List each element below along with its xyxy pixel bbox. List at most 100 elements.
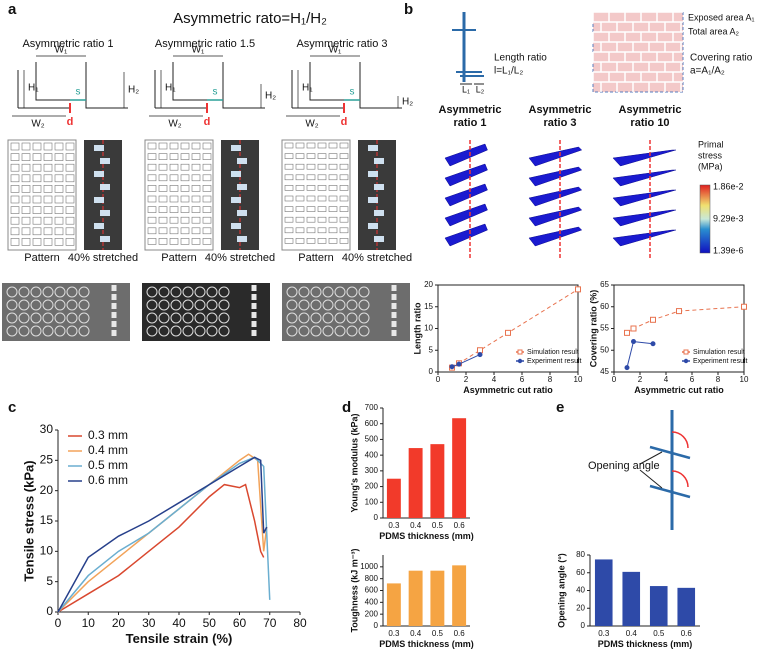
pattern-cell [21,227,31,236]
colorbar-title: Primal [698,139,724,149]
y-tick-label: 20 [40,483,54,497]
tab [231,223,241,229]
pattern-cell [169,153,179,160]
pattern-cell [147,216,157,224]
tab [100,158,110,164]
dim-label: H₂ [402,97,413,108]
pattern-cell [65,206,75,214]
ratio-label: Asymmetric [619,104,682,116]
pattern-cell [43,185,53,193]
tab [100,236,110,242]
photo-cell [286,312,298,324]
tab [237,184,247,190]
y-tick-label: 5 [429,345,434,354]
photo-cell [182,325,194,337]
photo-cell [218,325,230,337]
x-tick-label: 0.4 [410,629,422,638]
pattern-cell [328,206,338,212]
pattern-cell [65,238,75,246]
caption: Pattern [24,252,59,264]
pattern-cell [180,142,190,150]
stress-shape [612,209,676,227]
y-tick-label: 15 [424,302,433,311]
photo-cell [206,312,218,324]
pattern-cell [191,206,201,213]
pattern-cell [339,216,349,223]
pattern-cell [43,195,53,204]
photo-cell [170,312,182,324]
dim-label: L₂ [476,84,485,94]
x-tick-label: 6 [690,375,695,384]
y-tick-label: 60 [576,568,585,577]
photo-cell [298,325,310,337]
photo-cell [30,312,42,324]
pattern-cell [54,142,64,151]
caption: 40% stretched [205,252,275,264]
pattern-cell [32,227,42,236]
dimension [149,55,262,117]
stress-shape [444,223,488,247]
y-tick-label: 45 [600,367,609,376]
y-tick-label: 40 [576,586,585,595]
tab [374,210,384,216]
y-tick-label: 0 [581,621,586,630]
label: Opening angle [588,460,660,472]
tab [231,171,241,177]
pattern-cell [21,142,31,151]
pattern-cell [306,206,316,212]
bar [452,565,467,626]
pattern-cell [147,185,157,192]
y-tick-label: 65 [600,280,609,289]
photo-cell [170,299,182,311]
y-tick-label: 55 [600,324,609,333]
x-axis-label: PDMS thickness (mm) [598,639,693,649]
y-tick-label: 5 [46,574,53,588]
photo-cell [194,286,206,298]
bar [430,444,445,518]
photo-cell [42,325,54,337]
x-axis-label: PDMS thickness (mm) [379,639,474,649]
ratio-label: ratio 3 [543,117,576,129]
pattern-cell [295,216,305,223]
dim-label: W₁ [192,45,205,56]
pattern-cell [43,163,53,172]
pattern-cell [339,238,349,244]
photo-cell [42,312,54,324]
ratio-label: Asymmetric [439,104,502,116]
photo-cell [310,299,322,311]
panel-title: Asymmetric rato=H₁/H₂ [173,10,327,27]
photo-cell [358,286,370,298]
x-tick-label: 0.5 [432,629,444,638]
pattern-cell [10,195,20,204]
pattern-cell [339,195,349,202]
point [630,325,637,332]
photo-cell [78,312,90,324]
legend-label: Experiment result [693,358,748,365]
colorbar-label: 1.39e-6 [713,245,744,255]
dim-label: L₁ [462,84,470,94]
point [477,352,483,358]
pattern-cell [339,153,349,159]
photo-cell [322,325,334,337]
photo-cell [6,286,18,298]
photo-cell [146,286,158,298]
pattern-cell [339,163,349,170]
pattern-cell [32,238,42,246]
pattern-cell [339,142,349,149]
pattern-cell [147,174,157,182]
pattern-cell [328,216,338,223]
pattern-cell [317,163,327,170]
pattern-cell [43,142,53,151]
pattern-cell [65,227,75,236]
photo-cell [218,299,230,311]
pattern-cell [158,216,168,224]
pattern-cell [328,195,338,202]
bar [408,570,423,626]
photo-cell [158,299,170,311]
photo [2,283,130,341]
x-tick-label: 10 [740,375,749,384]
x-tick-label: 0.4 [626,629,638,638]
pattern-cell [10,163,20,172]
dim-label: H₁ [28,83,39,94]
photo-cell [66,325,78,337]
